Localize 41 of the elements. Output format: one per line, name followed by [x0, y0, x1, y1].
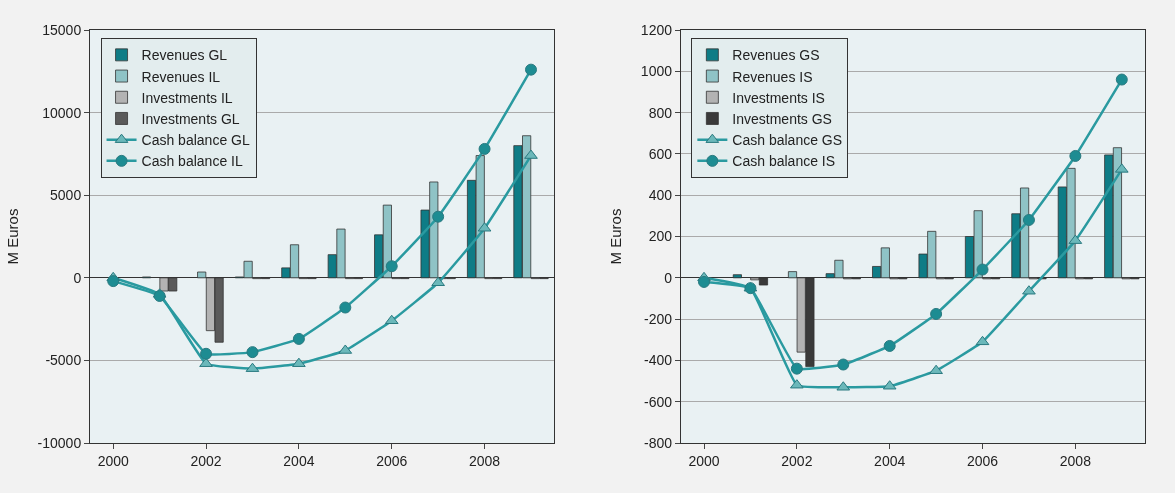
x-tick-label: 2004: [283, 452, 315, 469]
legend-label: Cash balance GS: [732, 132, 843, 149]
x-tick-label: 2004: [874, 452, 906, 469]
y-tick-label: -400: [643, 352, 673, 369]
y-axis-title: M Euros: [3, 208, 21, 265]
y-tick-label: 0: [664, 269, 673, 286]
y-tick-label: -5000: [45, 352, 82, 369]
legend-label: Cash balance IS: [732, 153, 836, 170]
x-tick-label: 2000: [97, 452, 129, 469]
y-tick-label: 15000: [42, 21, 82, 38]
x-tick-label: 2006: [376, 452, 408, 469]
x-tick-label: 2008: [1059, 452, 1092, 469]
legend-label: Investments GS: [732, 110, 832, 127]
legend-label: Revenues IL: [141, 68, 221, 85]
legend-label: Investments IS: [732, 89, 825, 106]
x-tick-label: 2002: [190, 452, 222, 469]
y-tick-label: 200: [648, 228, 673, 245]
legend-label: Revenues IS: [732, 68, 813, 85]
y-tick-label: -200: [643, 311, 673, 327]
legend-label: Cash balance IL: [141, 153, 243, 170]
y-tick-label: -800: [643, 434, 673, 451]
x-tick-label: 2006: [966, 452, 999, 469]
legend-label: Investments GL: [141, 110, 240, 127]
y-tick-label: -10000: [37, 434, 82, 451]
y-tick-label: 1200: [640, 21, 673, 38]
y-tick-label: 400: [648, 187, 673, 204]
y-axis-title: M Euros: [607, 208, 625, 265]
legend-label: Revenues GL: [141, 47, 228, 64]
y-tick-label: -600: [643, 393, 673, 410]
x-tick-label: 2002: [781, 452, 813, 469]
y-tick-label: 1000: [640, 63, 673, 80]
legend-label: Revenues GS: [732, 47, 820, 64]
y-tick-label: 800: [648, 104, 673, 121]
legend-label: Cash balance GL: [141, 132, 250, 149]
y-tick-label: 10000: [42, 104, 82, 121]
y-tick-label: 5000: [50, 187, 82, 204]
y-tick-label: 600: [648, 145, 673, 162]
x-tick-label: 2008: [468, 452, 501, 469]
x-tick-label: 2000: [688, 452, 720, 469]
y-tick-label: 0: [73, 269, 82, 286]
legend-label: Investments IL: [141, 89, 233, 106]
